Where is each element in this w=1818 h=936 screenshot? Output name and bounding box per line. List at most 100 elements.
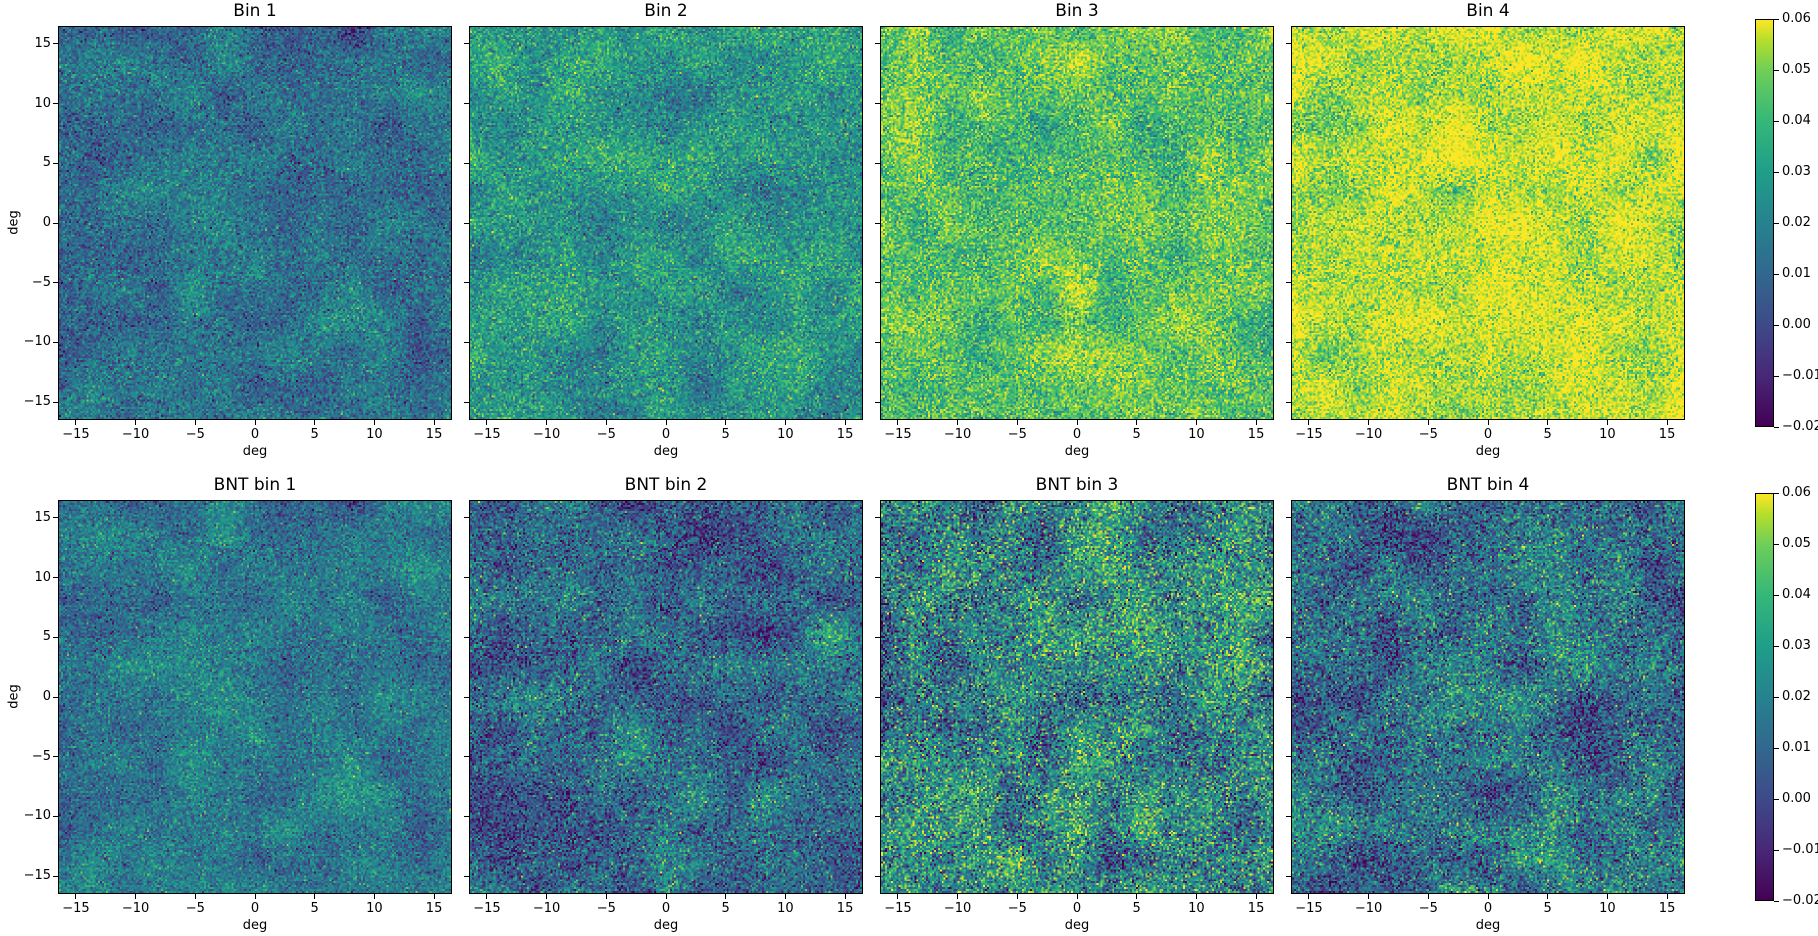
colorbar-tick-label: 0.04: [1782, 587, 1811, 602]
y-tick: [464, 577, 469, 579]
colorbar-tick: [1774, 543, 1779, 545]
x-tick-label: −5: [1007, 901, 1027, 916]
y-tick-label: 5: [42, 155, 51, 171]
y-tick-label: 10: [34, 569, 51, 585]
x-tick: [194, 420, 196, 425]
y-tick: [1286, 282, 1291, 284]
x-tick: [1606, 894, 1608, 899]
x-tick: [665, 420, 667, 425]
y-tick: [53, 222, 58, 224]
x-tick: [546, 894, 548, 899]
x-tick-label: 10: [1188, 427, 1205, 442]
x-tick-label: 15: [836, 901, 854, 916]
y-tick: [53, 517, 58, 519]
y-tick: [875, 517, 880, 519]
x-tick: [1308, 420, 1310, 425]
panel-title: Bin 1: [233, 1, 277, 21]
x-tick-label: 15: [836, 427, 854, 442]
colorbar-tick-label: 0.03: [1782, 164, 1811, 179]
panel-title: Bin 4: [1466, 1, 1510, 21]
y-tick: [1286, 43, 1291, 45]
x-tick: [1136, 894, 1138, 899]
y-tick: [464, 517, 469, 519]
y-tick-label: −15: [23, 868, 51, 884]
x-tick-label: 15: [1658, 901, 1676, 916]
colorbar-tick-label: 0.05: [1782, 536, 1811, 551]
x-tick-label: 15: [1247, 901, 1265, 916]
heatmap-cells: [881, 27, 1273, 419]
x-tick-label: 0: [1072, 427, 1082, 442]
x-tick-label: −10: [1354, 427, 1383, 442]
x-tick: [1076, 894, 1078, 899]
x-tick-label: 5: [721, 427, 730, 442]
x-tick-label: −10: [943, 901, 972, 916]
y-tick-label: −10: [23, 334, 51, 350]
x-tick: [1666, 894, 1668, 899]
heatmap-plot: [880, 26, 1274, 420]
y-tick: [875, 636, 880, 638]
y-tick: [53, 756, 58, 758]
colorbar-tick: [1774, 171, 1779, 173]
y-tick-label: −10: [23, 808, 51, 824]
y-tick: [53, 162, 58, 164]
x-tick: [314, 420, 316, 425]
x-axis-label: deg: [653, 918, 679, 933]
y-tick: [875, 222, 880, 224]
y-tick: [53, 103, 58, 105]
y-tick: [53, 696, 58, 698]
x-tick: [546, 420, 548, 425]
heatmap-cells: [59, 501, 451, 893]
heatmap-cells: [470, 501, 862, 893]
y-tick-label: −5: [31, 748, 51, 764]
colorbar-tick: [1774, 375, 1779, 377]
x-tick: [254, 420, 256, 425]
colorbar-tick: [1774, 426, 1779, 428]
x-tick-label: 10: [366, 901, 383, 916]
y-axis-label: deg: [6, 684, 22, 709]
x-axis-label: deg: [1475, 444, 1501, 459]
x-tick-label: 0: [1072, 901, 1082, 916]
x-tick: [1606, 420, 1608, 425]
colorbar-tick: [1774, 747, 1779, 749]
x-tick-label: −5: [185, 427, 205, 442]
x-tick-label: 10: [366, 427, 383, 442]
y-tick: [53, 341, 58, 343]
x-tick: [844, 894, 846, 899]
y-tick: [464, 756, 469, 758]
x-tick-label: 0: [250, 427, 260, 442]
x-tick-label: 0: [1483, 901, 1493, 916]
x-tick: [957, 894, 959, 899]
colorbar-tick: [1774, 900, 1779, 902]
x-tick: [1427, 420, 1429, 425]
colorbar-tick: [1774, 69, 1779, 71]
colorbar: [1755, 493, 1774, 901]
x-tick: [784, 420, 786, 425]
y-tick: [53, 636, 58, 638]
x-tick-label: −15: [1295, 427, 1323, 442]
x-tick-label: −15: [62, 901, 90, 916]
x-tick-label: 0: [250, 901, 260, 916]
colorbar-tick-label: 0.01: [1782, 740, 1811, 755]
x-tick: [844, 420, 846, 425]
colorbar-tick-label: −0.01: [1782, 842, 1818, 857]
heatmap-plot: [880, 500, 1274, 894]
heatmap-plot: [58, 26, 452, 420]
x-tick-label: 15: [425, 901, 443, 916]
y-tick-label: −5: [31, 274, 51, 290]
x-tick: [1016, 894, 1018, 899]
y-tick: [875, 696, 880, 698]
x-tick-label: −15: [473, 427, 501, 442]
x-tick: [1666, 420, 1668, 425]
y-tick: [53, 577, 58, 579]
panel-title: Bin 2: [644, 1, 688, 21]
colorbar-tick: [1774, 645, 1779, 647]
heatmap-plot: [1291, 26, 1685, 420]
y-tick: [875, 875, 880, 877]
y-tick-label: 15: [34, 35, 51, 51]
x-tick-label: 5: [1543, 901, 1552, 916]
x-tick-label: 10: [777, 427, 794, 442]
x-tick-label: −10: [121, 901, 150, 916]
x-tick-label: 15: [425, 427, 443, 442]
y-tick-label: 15: [34, 509, 51, 525]
heatmap-cells: [470, 27, 862, 419]
